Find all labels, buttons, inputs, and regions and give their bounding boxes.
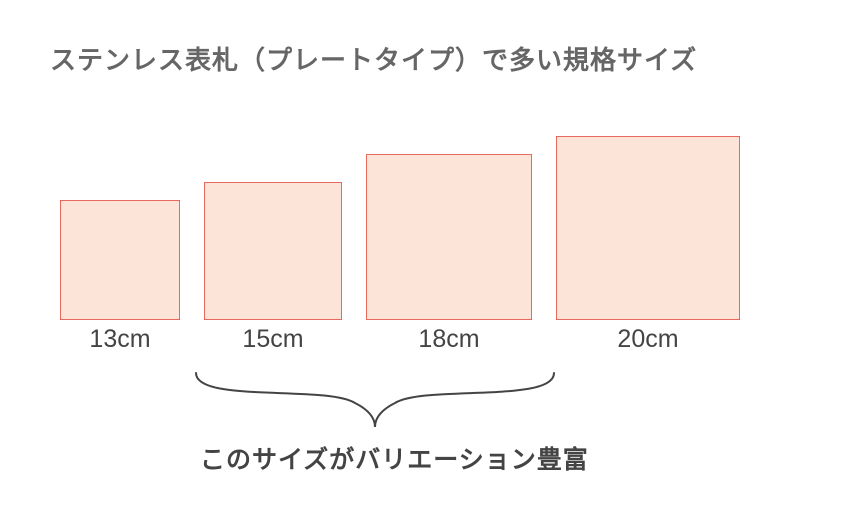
size-box-20	[556, 136, 740, 320]
caption-text: このサイズがバリエーション豊富	[200, 440, 589, 476]
boxes-row	[60, 136, 790, 320]
size-label-20: 20cm	[556, 325, 740, 354]
curly-brace-icon	[190, 365, 560, 435]
size-label-13: 13cm	[60, 325, 180, 354]
size-box-18	[366, 154, 532, 320]
size-box-13	[60, 200, 180, 320]
page-title: ステンレス表札（プレートタイプ）で多い規格サイズ	[50, 40, 697, 77]
size-box-15	[204, 182, 342, 320]
size-label-18: 18cm	[366, 325, 532, 354]
size-label-15: 15cm	[204, 325, 342, 354]
